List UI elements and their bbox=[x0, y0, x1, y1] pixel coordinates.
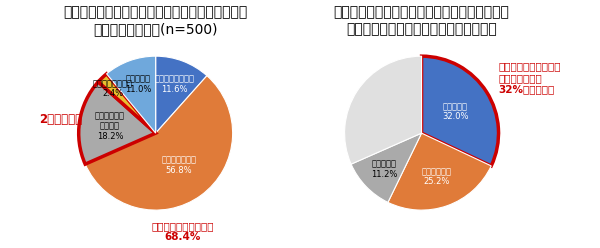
Text: 完璧に取れている
11.6%: 完璧に取れている 11.6% bbox=[154, 75, 194, 94]
Wedge shape bbox=[85, 76, 233, 210]
Text: 遠隔地バックアップの
実施率は全体の
32%にとどまる: 遠隔地バックアップの 実施率は全体の 32%にとどまる bbox=[499, 61, 561, 94]
Wedge shape bbox=[422, 56, 499, 166]
Text: 全く取れていない
2.4%: 全く取れていない 2.4% bbox=[93, 79, 133, 98]
Wedge shape bbox=[344, 56, 422, 164]
Wedge shape bbox=[388, 133, 491, 210]
Text: バックアップの実施率
68.4%: バックアップの実施率 68.4% bbox=[151, 221, 214, 243]
Text: 取っている
32.0%: 取っている 32.0% bbox=[442, 102, 469, 121]
Wedge shape bbox=[155, 56, 207, 133]
Wedge shape bbox=[79, 82, 155, 164]
Text: ほとんど取れ
ていない
18.2%: ほとんど取れ ていない 18.2% bbox=[95, 111, 125, 141]
Text: 分からない
11.0%: 分からない 11.0% bbox=[125, 74, 151, 93]
Wedge shape bbox=[351, 133, 422, 202]
Wedge shape bbox=[98, 74, 155, 133]
Wedge shape bbox=[107, 56, 155, 133]
Title: あなたの会社では情報のコピーやバックアップを
取っていますか？(n=500): あなたの会社では情報のコピーやバックアップを 取っていますか？(n=500) bbox=[64, 5, 248, 36]
Text: 分からない
11.2%: 分からない 11.2% bbox=[371, 160, 397, 179]
Text: 取っていない
25.2%: 取っていない 25.2% bbox=[422, 167, 452, 186]
Text: 2割は未実施: 2割は未実施 bbox=[38, 113, 82, 126]
Title: （バックアップを取っていると回答した方へ）
社外にバックアップを取っていますか？: （バックアップを取っていると回答した方へ） 社外にバックアップを取っていますか？ bbox=[334, 5, 509, 36]
Text: ほぼ取れている
56.8%: ほぼ取れている 56.8% bbox=[161, 156, 197, 175]
